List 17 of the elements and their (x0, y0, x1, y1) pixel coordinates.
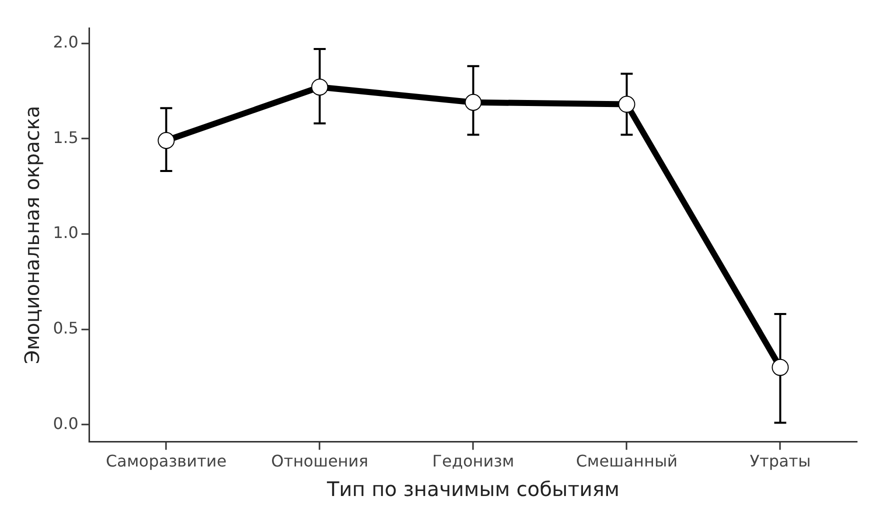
x-tick-label: Гедонизм (432, 452, 514, 471)
point (311, 78, 328, 96)
point (772, 358, 789, 376)
x-tick-label: Саморазвитие (106, 452, 227, 471)
x-tick-label: Отношения (271, 452, 368, 471)
y-tick-label: 2.0 (52, 32, 78, 52)
x-tick-label: Утраты (750, 452, 811, 471)
point (158, 132, 175, 150)
y-tick-label: 0.5 (52, 318, 78, 338)
point (618, 96, 636, 113)
point (464, 94, 482, 111)
y-axis-title: Эмоциональная окраска (20, 106, 44, 364)
x-axis-title: Тип по значимым событиям (326, 477, 620, 502)
y-tick-label: 1.5 (52, 128, 78, 147)
y-tick-label: 0.0 (52, 414, 78, 433)
y-tick-label: 1.0 (52, 223, 78, 242)
x-tick-label: Смешанный (576, 452, 678, 471)
